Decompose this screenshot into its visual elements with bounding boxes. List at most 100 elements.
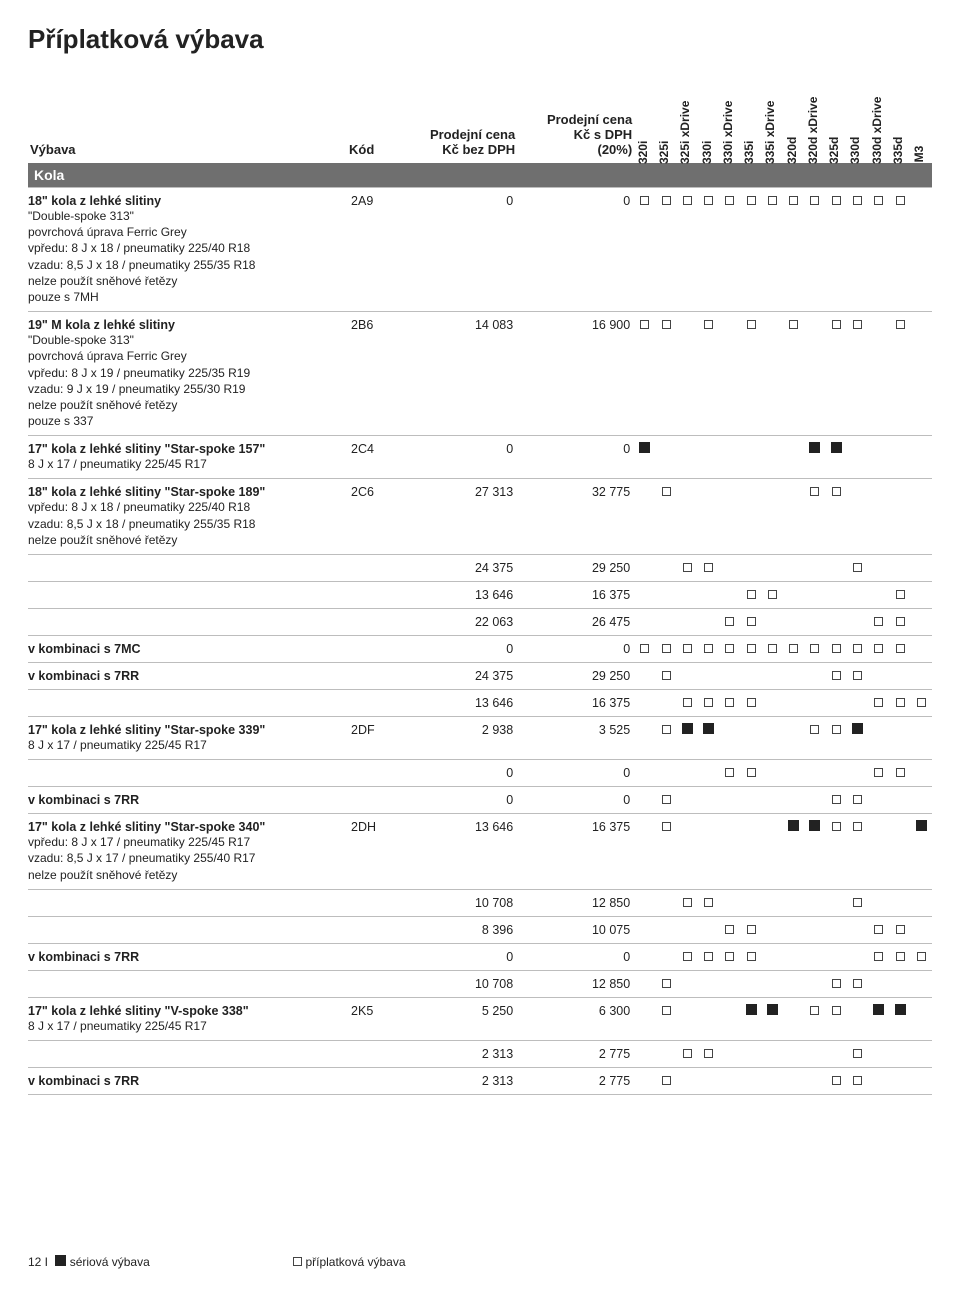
cell-model: [847, 889, 868, 916]
cell-model: [911, 479, 932, 555]
cell-model: [655, 1067, 676, 1094]
cell-model: [826, 479, 847, 555]
cell-model: [826, 760, 847, 787]
cell-model: [783, 717, 804, 760]
open-square-icon: [683, 196, 692, 205]
table-row: 17" kola z lehké slitiny "Star-spoke 340…: [28, 814, 932, 890]
open-square-icon: [853, 979, 862, 988]
filled-square-icon: [639, 442, 650, 453]
open-square-icon: [725, 925, 734, 934]
cell-model: [741, 479, 762, 555]
cell-code: 2DF: [347, 717, 400, 760]
cell-model: [719, 436, 740, 479]
page-footer: 12 I sériová výbava příplatková výbava: [28, 1255, 932, 1269]
cell-model: [762, 609, 783, 636]
cell-model: [847, 663, 868, 690]
cell-model: [911, 663, 932, 690]
cell-price-novat: 13 646: [400, 814, 517, 890]
cell-model: [762, 555, 783, 582]
cell-model: [783, 555, 804, 582]
open-square-icon: [853, 795, 862, 804]
cell-price-novat: 24 375: [400, 555, 517, 582]
cell-model: [889, 609, 910, 636]
table-row: 17" kola z lehké slitiny "V-spoke 338"8 …: [28, 997, 932, 1040]
cell-model: [847, 479, 868, 555]
open-square-icon: [683, 898, 692, 907]
open-square-icon: [896, 617, 905, 626]
row-title: 17" kola z lehké slitiny "Star-spoke 339…: [28, 723, 343, 737]
table-row: 17" kola z lehké slitiny "Star-spoke 339…: [28, 717, 932, 760]
cell-desc: v kombinaci s 7RR: [28, 787, 347, 814]
row-title: 17" kola z lehké slitiny "Star-spoke 157…: [28, 442, 343, 456]
cell-model: [677, 760, 698, 787]
cell-model: [868, 555, 889, 582]
cell-model: [783, 889, 804, 916]
cell-model: [762, 717, 783, 760]
open-square-icon: [747, 768, 756, 777]
page-title: Příplatková výbava: [28, 24, 932, 55]
cell-model: [804, 916, 825, 943]
open-square-icon: [293, 1257, 302, 1266]
cell-model: [741, 916, 762, 943]
cell-model: [847, 916, 868, 943]
row-sub: 8 J x 17 / pneumatiky 225/45 R17: [28, 456, 343, 472]
cell-model: [847, 436, 868, 479]
open-square-icon: [853, 196, 862, 205]
open-square-icon: [662, 979, 671, 988]
cell-model: [698, 889, 719, 916]
cell-model: [655, 663, 676, 690]
cell-model: [889, 970, 910, 997]
cell-code: 2C6: [347, 479, 400, 555]
cell-model: [804, 997, 825, 1040]
cell-model: [741, 970, 762, 997]
model-col: 330i xDrive: [719, 73, 740, 163]
cell-model: [826, 943, 847, 970]
cell-model: [847, 582, 868, 609]
cell-model: [634, 690, 655, 717]
cell-model: [741, 188, 762, 312]
cell-price-vat: 32 775: [517, 479, 634, 555]
cell-model: [762, 943, 783, 970]
cell-code: [347, 787, 400, 814]
open-square-icon: [662, 671, 671, 680]
cell-model: [911, 690, 932, 717]
cell-model: [911, 636, 932, 663]
cell-model: [655, 889, 676, 916]
cell-model: [655, 787, 676, 814]
cell-model: [911, 717, 932, 760]
cell-model: [804, 609, 825, 636]
cell-model: [698, 1067, 719, 1094]
cell-model: [719, 814, 740, 890]
cell-model: [762, 312, 783, 436]
open-square-icon: [853, 1049, 862, 1058]
cell-model: [826, 814, 847, 890]
filled-square-icon: [895, 1004, 906, 1015]
open-square-icon: [832, 795, 841, 804]
cell-desc: [28, 555, 347, 582]
cell-model: [804, 636, 825, 663]
cell-model: [804, 889, 825, 916]
cell-model: [889, 760, 910, 787]
open-square-icon: [704, 952, 713, 961]
cell-model: [698, 609, 719, 636]
cell-model: [911, 188, 932, 312]
cell-model: [847, 997, 868, 1040]
cell-model: [655, 916, 676, 943]
open-square-icon: [747, 196, 756, 205]
open-square-icon: [704, 898, 713, 907]
cell-model: [677, 970, 698, 997]
cell-desc: [28, 582, 347, 609]
cell-model: [698, 690, 719, 717]
cell-model: [741, 582, 762, 609]
cell-desc: [28, 690, 347, 717]
open-square-icon: [747, 698, 756, 707]
open-square-icon: [874, 925, 883, 934]
cell-model: [677, 997, 698, 1040]
filled-square-icon: [809, 820, 820, 831]
cell-model: [868, 889, 889, 916]
open-square-icon: [747, 925, 756, 934]
cell-model: [783, 760, 804, 787]
cell-model: [847, 690, 868, 717]
table-row: v kombinaci s 7RR00: [28, 943, 932, 970]
cell-model: [655, 943, 676, 970]
